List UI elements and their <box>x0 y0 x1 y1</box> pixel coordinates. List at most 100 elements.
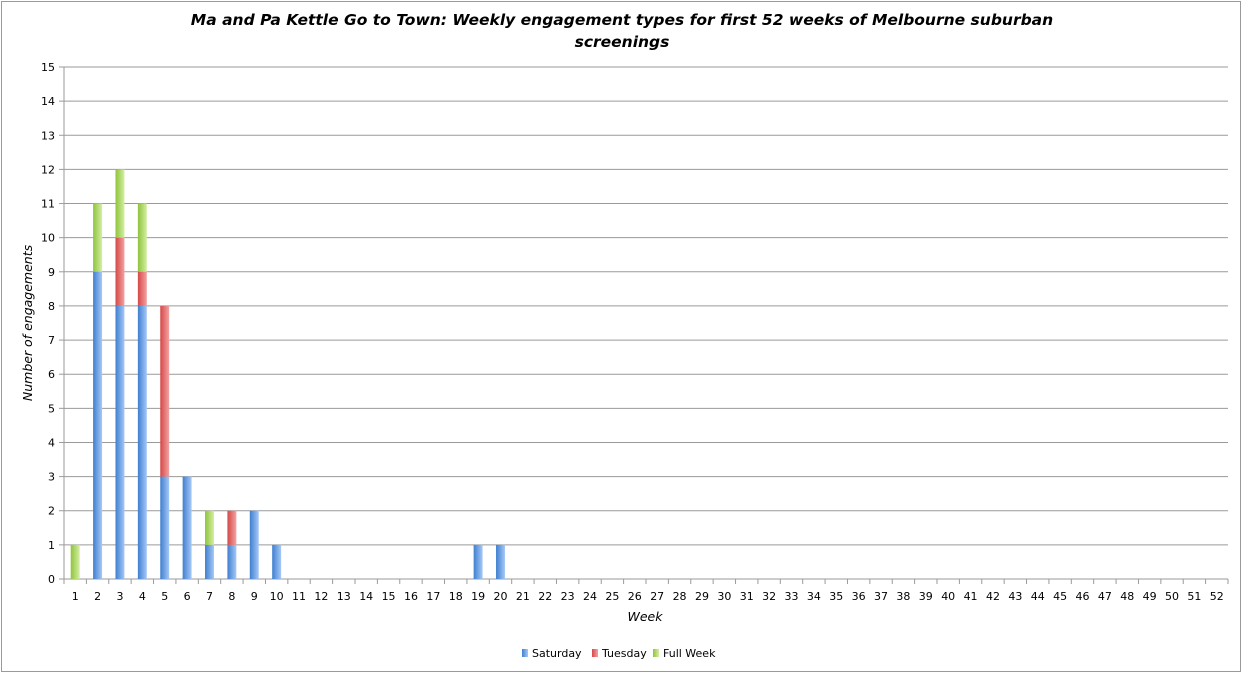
x-tick-label: 30 <box>717 590 731 603</box>
bar-full-week-week-2 <box>93 203 103 272</box>
y-tick-label: 13 <box>41 129 55 142</box>
x-tick-label: 4 <box>139 590 146 603</box>
x-tick-label: 32 <box>762 590 776 603</box>
x-tick-label: 33 <box>785 590 799 603</box>
x-tick-label: 50 <box>1165 590 1179 603</box>
x-tick-label: 14 <box>359 590 373 603</box>
y-tick-label: 7 <box>48 334 55 347</box>
x-tick-label: 51 <box>1187 590 1201 603</box>
chart-title-line-2: screenings <box>575 33 670 51</box>
x-tick-label: 16 <box>404 590 418 603</box>
x-tick-label: 40 <box>941 590 955 603</box>
x-tick-label: 7 <box>206 590 213 603</box>
x-tick-label: 41 <box>964 590 978 603</box>
bar-saturday-week-7 <box>205 544 214 579</box>
x-tick-label: 24 <box>583 590 597 603</box>
bar-full-week-week-3 <box>115 169 125 238</box>
x-tick-label: 38 <box>896 590 910 603</box>
x-tick-label: 17 <box>426 590 440 603</box>
bar-saturday-week-8 <box>227 544 237 579</box>
y-tick-label: 3 <box>48 471 55 484</box>
bar-saturday-week-19 <box>473 544 483 579</box>
x-tick-label: 2 <box>94 590 101 603</box>
bar-saturday-week-9 <box>249 510 259 579</box>
bar-tuesday-week-4 <box>137 271 147 306</box>
legend-label: Tuesday <box>601 647 647 660</box>
x-tick-label: 22 <box>538 590 552 603</box>
legend: Saturday Tuesday Full Week <box>522 647 716 660</box>
x-tick-label: 25 <box>605 590 619 603</box>
bars <box>70 169 505 579</box>
legend-swatch <box>653 649 659 657</box>
x-tick-label: 37 <box>874 590 888 603</box>
x-axis-title: Week <box>628 609 664 624</box>
x-tick-label: 45 <box>1053 590 1067 603</box>
bar-tuesday-week-8 <box>227 510 237 545</box>
x-tick-label: 36 <box>852 590 866 603</box>
x-tick-label: 28 <box>673 590 687 603</box>
y-tick-label: 5 <box>48 402 55 415</box>
x-tick-label: 39 <box>919 590 933 603</box>
x-tick-label: 23 <box>561 590 575 603</box>
x-tick-label: 48 <box>1120 590 1134 603</box>
gridlines <box>59 66 1229 584</box>
bar-tuesday-week-3 <box>115 237 125 306</box>
x-tick-label: 5 <box>161 590 168 603</box>
legend-label: Full Week <box>663 647 716 660</box>
y-tick-label: 10 <box>41 232 55 245</box>
x-tick-label: 52 <box>1210 590 1224 603</box>
y-axis-title: Number of engagements <box>20 244 35 401</box>
x-tick-label: 10 <box>270 590 284 603</box>
bar-full-week-week-4 <box>137 203 147 272</box>
x-tick-label: 15 <box>382 590 396 603</box>
y-tick-label: 9 <box>48 266 55 279</box>
bar-full-week-week-7 <box>205 510 214 545</box>
y-tick-label: 0 <box>48 573 55 586</box>
y-tick-label: 12 <box>41 163 55 176</box>
bar-saturday-week-6 <box>182 476 192 579</box>
y-tick-label: 8 <box>48 300 55 313</box>
x-tick-label: 27 <box>650 590 664 603</box>
x-tick-label: 43 <box>1008 590 1022 603</box>
x-tick-label: 19 <box>471 590 485 603</box>
bar-saturday-week-2 <box>93 271 103 579</box>
y-tick-label: 11 <box>41 198 55 211</box>
legend-swatch <box>522 649 528 657</box>
y-tick-label: 4 <box>48 436 55 449</box>
bar-tuesday-week-5 <box>160 305 170 477</box>
x-tick-label: 12 <box>314 590 328 603</box>
chart-title-line-1: Ma and Pa Kettle Go to Town: Weekly enga… <box>191 11 1053 29</box>
bar-saturday-week-20 <box>496 544 505 579</box>
x-tick-label: 21 <box>516 590 530 603</box>
x-tick-label: 31 <box>740 590 754 603</box>
bar-saturday-week-4 <box>137 305 147 579</box>
bar-full-week-week-1 <box>70 544 80 579</box>
bar-saturday-week-5 <box>160 476 170 579</box>
x-tick-label: 29 <box>695 590 709 603</box>
x-tick-label: 26 <box>628 590 642 603</box>
x-axis-ticks: 1 2 3 4 5 6 7 8 9 10 11 12 13 14 15 16 17 18 19 20 21 22 23 24 2… <box>72 590 1224 603</box>
x-tick-label: 44 <box>1031 590 1045 603</box>
x-tick-label: 46 <box>1076 590 1090 603</box>
legend-label: Saturday <box>532 647 582 660</box>
bar-saturday-week-3 <box>115 305 125 579</box>
y-tick-label: 1 <box>48 539 55 552</box>
x-tick-label: 3 <box>116 590 123 603</box>
x-tick-label: 20 <box>494 590 508 603</box>
bar-saturday-week-10 <box>272 544 282 579</box>
x-tick-label: 13 <box>337 590 351 603</box>
x-tick-label: 6 <box>184 590 191 603</box>
legend-swatch <box>592 649 598 657</box>
x-tick-label: 8 <box>228 590 235 603</box>
x-tick-label: 11 <box>292 590 306 603</box>
y-tick-label: 2 <box>48 505 55 518</box>
x-tick-label: 18 <box>449 590 463 603</box>
x-tick-label: 42 <box>986 590 1000 603</box>
y-tick-label: 6 <box>48 368 55 381</box>
y-tick-label: 15 <box>41 61 55 74</box>
y-tick-label: 14 <box>41 95 55 108</box>
x-tick-label: 1 <box>72 590 79 603</box>
x-tick-label: 47 <box>1098 590 1112 603</box>
